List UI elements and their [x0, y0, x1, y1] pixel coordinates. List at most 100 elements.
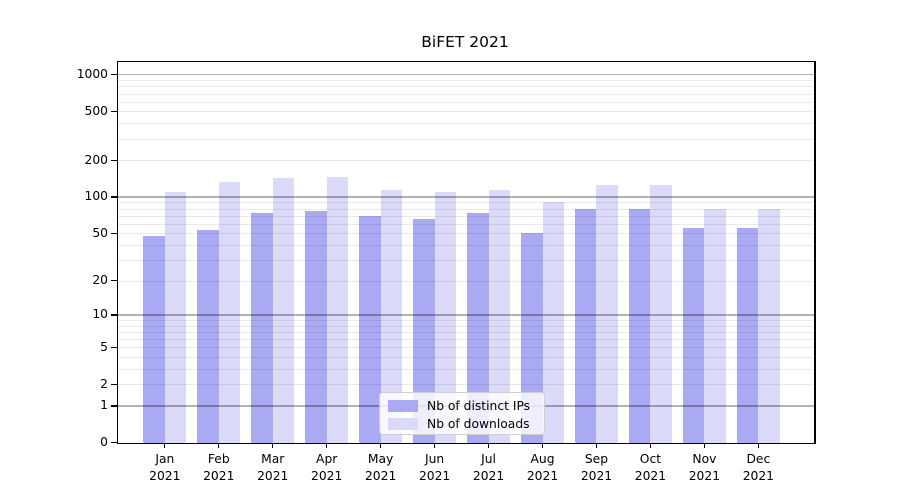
- x-tick-mark: [380, 442, 382, 449]
- gridline-minor: [116, 259, 814, 261]
- gridline-minor: [116, 280, 814, 282]
- bar-distinct-ips-jul: [466, 212, 489, 443]
- y-tick-mark: [111, 383, 117, 385]
- bar-downloads-jun: [434, 191, 457, 443]
- gridline-minor: [116, 357, 814, 359]
- legend-label-distinct-ips: Nb of distinct IPs: [427, 399, 531, 413]
- bar-downloads-jan: [164, 191, 187, 443]
- bar-downloads-sep: [596, 185, 619, 443]
- gridline-minor: [116, 80, 814, 82]
- y-tick-mark: [111, 159, 117, 161]
- y-tick-mark: [111, 279, 117, 282]
- y-tick-label: 500: [84, 103, 108, 118]
- bar-distinct-ips-nov: [682, 228, 705, 443]
- y-tick-mark: [111, 110, 117, 113]
- x-tick-mark: [487, 442, 490, 449]
- gridline-minor: [116, 123, 814, 125]
- gridline-minor: [116, 339, 814, 341]
- gridline-minor: [116, 101, 814, 103]
- x-tick-label: Feb 2021: [203, 452, 235, 483]
- gridline-minor: [116, 233, 814, 235]
- y-tick-mark: [111, 232, 117, 234]
- gridline-minor: [116, 331, 814, 333]
- bar-distinct-ips-jan: [143, 236, 165, 443]
- gridline-minor: [116, 325, 814, 327]
- gridline-minor: [116, 223, 814, 225]
- gridline-minor: [116, 93, 814, 95]
- y-tick-label: 200: [84, 152, 108, 167]
- gridline-major: [116, 73, 814, 76]
- bar-downloads-apr: [326, 176, 349, 443]
- bar-distinct-ips-oct: [628, 209, 651, 443]
- x-tick-label: Apr 2021: [311, 452, 343, 483]
- gridline-minor: [116, 368, 814, 370]
- x-tick-mark: [541, 442, 544, 449]
- x-tick-label: Jun 2021: [418, 452, 451, 483]
- y-tick-label: 1000: [76, 67, 108, 82]
- x-tick-mark: [164, 442, 166, 449]
- legend: Nb of distinct IPs Nb of downloads: [379, 392, 545, 435]
- x-tick-mark: [703, 442, 706, 449]
- gridline-minor: [116, 86, 814, 88]
- x-tick-label: Nov 2021: [688, 452, 721, 483]
- bar-distinct-ips-mar: [251, 212, 273, 443]
- bar-distinct-ips-feb: [197, 230, 219, 443]
- bar-distinct-ips-apr: [305, 210, 327, 443]
- bar-downloads-aug: [542, 202, 565, 443]
- plot-spine-top: [116, 60, 816, 63]
- x-tick-mark: [649, 442, 652, 449]
- plot-spine-bottom: [116, 442, 816, 445]
- y-tick-label: 1: [100, 398, 108, 413]
- gridline-minor: [116, 208, 814, 210]
- bar-downloads-oct: [650, 184, 673, 443]
- gridline-minor: [116, 160, 814, 162]
- bar-distinct-ips-dec: [736, 228, 759, 443]
- x-tick-label: Jul 2021: [472, 452, 505, 483]
- bar-downloads-dec: [758, 209, 780, 443]
- gridline-minor: [116, 320, 814, 322]
- y-tick-mark: [111, 73, 117, 76]
- plot-spine-right: [814, 60, 816, 443]
- x-tick-mark: [272, 442, 274, 449]
- x-tick-mark: [218, 442, 220, 449]
- y-tick-label: 20: [92, 273, 108, 288]
- legend-item-distinct-ips: Nb of distinct IPs: [388, 397, 536, 415]
- y-tick-label: 2: [100, 376, 108, 391]
- x-tick-label: Aug 2021: [526, 452, 559, 483]
- plot-spine-left: [116, 60, 119, 443]
- gridline-minor: [116, 111, 814, 113]
- x-tick-label: Dec 2021: [742, 452, 774, 483]
- legend-swatch-distinct-ips: [388, 400, 418, 412]
- legend-item-downloads: Nb of downloads: [388, 415, 536, 433]
- x-tick-label: Jan 2021: [149, 452, 181, 483]
- x-tick-mark: [595, 442, 598, 449]
- chart-title: BiFET 2021: [421, 33, 509, 51]
- y-tick-label: 10: [92, 307, 108, 322]
- y-tick-mark: [111, 346, 117, 348]
- y-tick-label: 5: [100, 339, 108, 354]
- legend-label-downloads: Nb of downloads: [427, 417, 530, 431]
- x-tick-label: Mar 2021: [257, 452, 289, 483]
- bar-downloads-may: [380, 189, 403, 443]
- x-tick-mark: [326, 442, 328, 449]
- bar-downloads-jul: [488, 189, 511, 443]
- gridline-minor: [116, 202, 814, 204]
- y-tick-mark: [111, 196, 117, 198]
- y-tick-mark: [111, 405, 117, 407]
- x-tick-label: Sep 2021: [580, 452, 613, 483]
- bar-distinct-ips-may: [359, 215, 381, 443]
- x-tick-mark: [434, 442, 436, 449]
- y-tick-mark: [111, 442, 117, 444]
- bar-downloads-mar: [272, 178, 295, 443]
- bar-downloads-feb: [218, 182, 241, 443]
- y-tick-mark: [111, 314, 117, 316]
- bar-distinct-ips-sep: [574, 209, 597, 443]
- y-tick-label: 50: [92, 225, 108, 240]
- x-tick-label: Oct 2021: [634, 452, 667, 483]
- gridline-minor: [116, 244, 814, 246]
- y-tick-label: 0: [100, 435, 108, 450]
- y-tick-label: 100: [84, 189, 108, 204]
- bar-downloads-nov: [704, 208, 726, 443]
- gridline-minor: [116, 347, 814, 349]
